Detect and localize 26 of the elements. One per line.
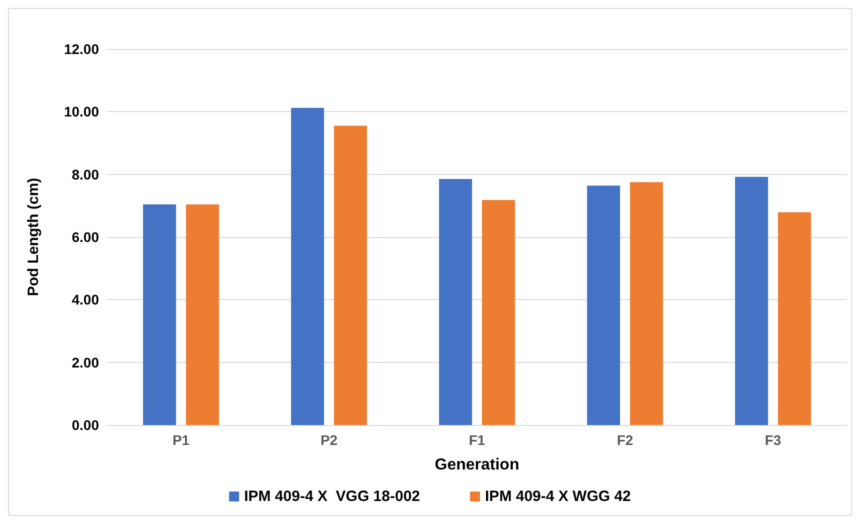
y-tick-label: 12.00 (64, 41, 100, 57)
y-axis-title: Pod Length (cm) (25, 178, 42, 296)
bar (291, 108, 324, 425)
bar (735, 176, 768, 425)
bar (143, 204, 176, 425)
legend-label: IPM 409-4 X VGG 18-002 (244, 488, 420, 505)
x-tick-label: F3 (764, 432, 782, 448)
bar (630, 182, 663, 425)
x-tick-label: P2 (320, 432, 338, 448)
y-tick-label: 10.00 (64, 104, 100, 120)
bar (778, 212, 811, 425)
bar (587, 186, 620, 425)
bar (334, 126, 367, 425)
y-tick-label: 0.00 (72, 417, 100, 433)
y-tick-label: 4.00 (72, 292, 100, 308)
x-axis-title: Generation (434, 456, 520, 474)
bar (439, 179, 472, 425)
y-tick-label: 8.00 (72, 166, 100, 182)
bar (482, 200, 515, 425)
x-tick-label: P1 (172, 432, 190, 448)
bar (186, 204, 219, 425)
legend-label: IPM 409-4 X WGG 42 (485, 488, 631, 505)
y-tick-label: 6.00 (72, 229, 100, 245)
x-tick-label: F1 (468, 432, 486, 448)
y-tick-label: 2.00 (72, 354, 100, 370)
x-tick-label: F2 (616, 432, 634, 448)
